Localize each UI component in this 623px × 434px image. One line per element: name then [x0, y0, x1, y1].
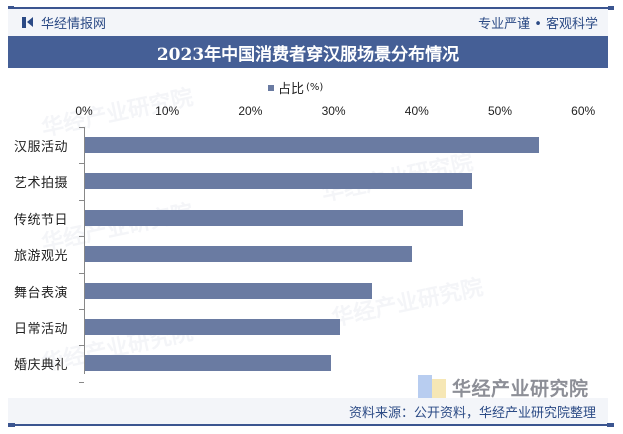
huajing-logo-icon: [418, 374, 446, 401]
x-tick-label: 30%: [321, 104, 346, 118]
category-label: 汉服活动: [14, 140, 69, 155]
category-label: 日常活动: [14, 322, 69, 337]
category-label: 舞台表演: [14, 285, 69, 301]
x-tick-label: 40%: [404, 104, 429, 118]
bar-row: 汉服活动: [0, 127, 623, 163]
y-tickmark: [79, 345, 84, 347]
bar-row: 传统节日: [0, 200, 623, 236]
header-bar: 华经情报网 专业严谨 • 客观科学: [8, 9, 608, 36]
top-border: [8, 6, 614, 10]
brand: 华经情报网: [22, 13, 106, 32]
brand-name: 华经情报网: [41, 17, 107, 32]
y-tickmark: [79, 199, 84, 201]
y-tickmark: [79, 163, 84, 165]
bar: [85, 319, 340, 335]
legend: 占比 (%): [268, 78, 323, 97]
bottom-border: [8, 423, 614, 427]
brand-logo-icon: [22, 17, 33, 28]
x-tick-label: 60%: [571, 104, 596, 118]
bar: [85, 355, 332, 372]
category-label: 婚庆典礼: [14, 358, 69, 374]
legend-label: 占比: [278, 82, 305, 97]
watermark-logo: 华经产业研究院: [418, 374, 589, 401]
x-tick-label: 20%: [238, 104, 263, 118]
bar: [85, 137, 540, 153]
bar-row: 艺术拍摄: [0, 163, 623, 199]
x-tick-label: 50%: [487, 104, 513, 118]
legend-swatch-icon: [268, 84, 274, 91]
bar: [85, 282, 373, 299]
bar: [85, 209, 463, 226]
y-tickmark: [79, 309, 84, 310]
category-label: 旅游观光: [14, 249, 69, 265]
x-tick-label: 10%: [155, 104, 180, 118]
bar-row: 舞台表演: [0, 273, 623, 309]
bar-row: 旅游观光: [0, 236, 623, 272]
y-tickmark: [79, 381, 84, 383]
x-tick-label: 0%: [75, 104, 93, 118]
legend-unit: (%): [306, 82, 324, 93]
slogan: 专业严谨 • 客观科学: [478, 17, 598, 32]
source-note: 资料来源：公开资料，华经产业研究院整理: [348, 405, 596, 421]
bar-row: 日常活动: [0, 309, 623, 345]
bar: [85, 246, 412, 263]
watermark-logo-text: 华经产业研究院: [452, 378, 589, 400]
y-tickmark: [79, 127, 84, 128]
bar: [85, 173, 472, 190]
chart-title: 2023年中国消费者穿汉服场景分布情况: [8, 36, 608, 68]
bar-row: 婚庆典礼: [0, 345, 623, 381]
y-tickmark: [79, 272, 84, 274]
y-tickmark: [79, 236, 84, 238]
category-label: 艺术拍摄: [14, 176, 69, 192]
category-label: 传统节日: [14, 212, 69, 228]
y-axis-line: [84, 127, 85, 374]
footer-bar: 资料来源：公开资料，华经产业研究院整理: [8, 398, 608, 424]
